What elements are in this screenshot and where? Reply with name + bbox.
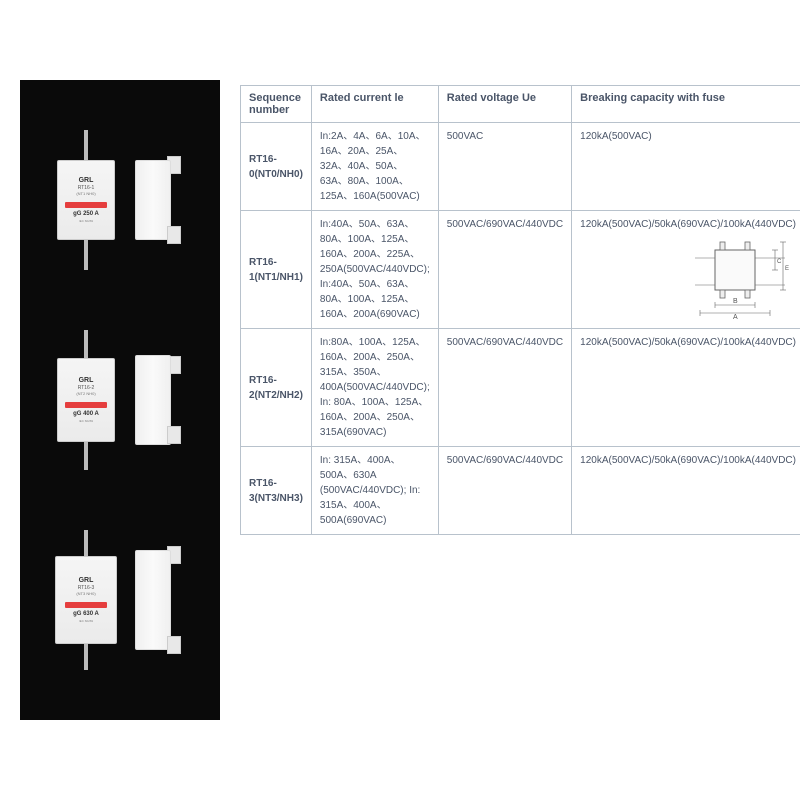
header-current: Rated current le	[311, 86, 438, 123]
header-voltage: Rated voltage Ue	[438, 86, 571, 123]
dim-label-b: B	[733, 298, 738, 305]
cell-current: In:80A、100A、125A、160A、200A、250A、315A、350…	[311, 329, 438, 447]
product-image-panel: GRL RT16-1 (NT1 NH0) gG 250 A IEC 60269 …	[20, 80, 220, 720]
fuse-side-view	[123, 140, 183, 260]
cell-sequence: RT16-2(NT2/NH2)	[241, 329, 312, 447]
product-row-1: GRL RT16-2 (NT2 NH0) gG 400 A IEC 60269	[57, 330, 183, 470]
table-row: RT16-0(NT0/NH0) In:2A、4A、6A、10A、16A、20A、…	[241, 123, 800, 211]
table-row: RT16-2(NT2/NH2) In:80A、100A、125A、160A、20…	[241, 329, 800, 447]
fuse-sub-label: (NT1 NH0)	[76, 191, 95, 196]
dimension-diagram: B A C E	[690, 230, 790, 320]
fuse-brand-label: GRL	[79, 377, 94, 384]
table-row: RT16-3(NT3/NH3) In: 315A、400A、500A、630A …	[241, 447, 800, 535]
product-row-2: GRL RT16-3 (NT3 NH0) gG 630 A IEC 60269	[57, 530, 183, 670]
header-breaking: Breaking capacity with fuse	[572, 86, 800, 123]
cell-breaking: 120kA(500VAC)/50kA(690VAC)/100kA(440VDC)	[572, 329, 800, 447]
fuse-brand-label: GRL	[79, 577, 94, 584]
cell-sequence: RT16-1(NT1/NH1)	[241, 211, 312, 329]
dim-label-a: A	[733, 314, 738, 320]
fuse-side-view	[123, 340, 183, 460]
cell-voltage: 500VAC/690VAC/440VDC	[438, 211, 571, 329]
cell-voltage: 500VAC	[438, 123, 571, 211]
cell-current: In: 315A、400A、500A、630A (500VAC/440VDC);…	[311, 447, 438, 535]
product-row-0: GRL RT16-1 (NT1 NH0) gG 250 A IEC 60269	[57, 130, 183, 270]
dim-label-c: C	[777, 259, 782, 265]
fuse-sub-label: (NT2 NH0)	[76, 391, 95, 396]
fuse-sub-label: (NT3 NH0)	[76, 591, 95, 596]
header-sequence: Sequence number	[241, 86, 312, 123]
fuse-rating-label: gG 400 A	[73, 411, 99, 417]
cell-voltage: 500VAC/690VAC/440VDC	[438, 447, 571, 535]
cell-current: In:40A、50A、63A、80A、100A、125A、160A、200A、2…	[311, 211, 438, 329]
dim-label-e: E	[785, 266, 789, 272]
fuse-rating-label: gG 630 A	[73, 611, 99, 617]
fuse-front-view: GRL RT16-2 (NT2 NH0) gG 400 A IEC 60269	[57, 330, 115, 470]
cell-current: In:2A、4A、6A、10A、16A、20A、25A、32A、40A、50A、…	[311, 123, 438, 211]
fuse-rating-label: gG 250 A	[73, 211, 99, 217]
cell-voltage: 500VAC/690VAC/440VDC	[438, 329, 571, 447]
fuse-brand-label: GRL	[79, 177, 94, 184]
fuse-side-view	[123, 530, 183, 670]
fuse-front-view: GRL RT16-1 (NT1 NH0) gG 250 A IEC 60269	[57, 130, 115, 270]
cell-sequence: RT16-0(NT0/NH0)	[241, 123, 312, 211]
cell-breaking: 120kA(500VAC)/50kA(690VAC)/100kA(440VDC)	[572, 447, 800, 535]
cell-sequence: RT16-3(NT3/NH3)	[241, 447, 312, 535]
table-header-row: Sequence number Rated current le Rated v…	[241, 86, 800, 123]
cell-breaking: 120kA(500VAC)	[572, 123, 800, 211]
fuse-front-view: GRL RT16-3 (NT3 NH0) gG 630 A IEC 60269	[57, 530, 115, 670]
